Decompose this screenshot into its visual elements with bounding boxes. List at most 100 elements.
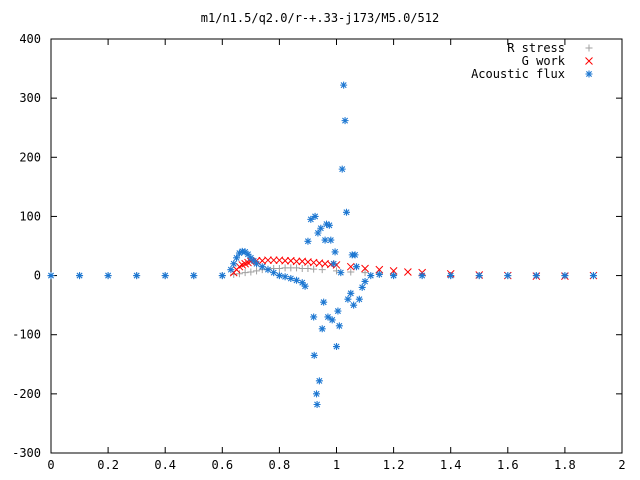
data-point — [585, 70, 593, 78]
data-point — [287, 275, 295, 283]
data-point — [258, 263, 266, 271]
data-point — [347, 268, 355, 276]
data-point — [253, 267, 261, 275]
data-point — [298, 279, 306, 287]
data-point — [323, 220, 331, 228]
data-point — [269, 256, 278, 265]
data-point — [315, 377, 323, 385]
data-point — [304, 264, 312, 272]
data-point — [310, 265, 318, 273]
data-point — [281, 273, 289, 281]
data-point — [331, 248, 339, 256]
data-point — [247, 268, 255, 276]
data-point — [235, 270, 243, 278]
data-point — [589, 272, 597, 280]
data-point — [311, 212, 319, 220]
data-point — [342, 208, 350, 216]
data-point — [585, 44, 593, 52]
x-tick-label: 0.6 — [211, 458, 233, 472]
data-point — [275, 272, 283, 280]
series-acoustic-flux — [47, 81, 597, 409]
data-point — [104, 272, 112, 280]
data-point — [561, 272, 569, 280]
data-point — [264, 266, 272, 274]
data-point — [133, 272, 141, 280]
legend-label: R stress — [507, 41, 565, 55]
data-point — [250, 257, 258, 265]
data-point — [275, 264, 283, 272]
data-point — [390, 272, 398, 280]
data-point — [241, 269, 249, 277]
data-point — [352, 263, 360, 271]
data-point — [355, 295, 363, 303]
chart-title: m1/n1.5/q2.0/r-+.33-j173/M5.0/512 — [201, 11, 439, 25]
y-tick-label: 100 — [19, 209, 41, 223]
data-point — [238, 261, 247, 269]
data-point — [358, 283, 366, 291]
x-tick-label: 1.6 — [497, 458, 519, 472]
y-tick-label: -200 — [12, 387, 41, 401]
x-tick-label: 0.2 — [97, 458, 119, 472]
data-point — [335, 322, 343, 330]
data-point — [253, 260, 261, 268]
data-point — [340, 81, 348, 89]
data-point — [361, 269, 369, 277]
data-point — [351, 251, 359, 259]
axis-ticks: 0 0.2 0.4 0.6 0.8 1 1.2 1.4 1.6 1.8 2 -300 -200 -100 0… — [12, 32, 626, 472]
data-point — [324, 313, 332, 321]
data-point — [338, 165, 346, 173]
data-point — [367, 272, 375, 280]
data-point — [334, 307, 342, 315]
data-point — [218, 272, 226, 280]
x-tick-label: 0.4 — [154, 458, 176, 472]
data-point — [330, 260, 338, 268]
data-point — [327, 236, 335, 244]
data-point — [317, 224, 325, 232]
data-point — [585, 57, 593, 65]
data-point — [76, 272, 84, 280]
y-tick-label: -100 — [12, 328, 41, 342]
data-point — [230, 260, 238, 268]
data-point — [447, 272, 455, 280]
data-point — [337, 269, 345, 277]
data-point — [304, 237, 312, 245]
data-point — [310, 351, 318, 359]
data-point — [190, 272, 198, 280]
x-tick-label: 1.2 — [383, 458, 405, 472]
data-point — [264, 256, 272, 265]
plot-frame — [50, 38, 623, 454]
data-point — [344, 295, 352, 303]
data-point — [320, 298, 328, 306]
legend-marker — [585, 44, 593, 52]
legend-label: Acoustic flux — [471, 67, 565, 81]
data-point — [270, 269, 278, 277]
data-point — [293, 276, 301, 284]
data-point — [341, 117, 349, 125]
y-tick-label: -300 — [12, 446, 41, 460]
data-point — [318, 266, 326, 274]
data-point — [325, 221, 333, 229]
data-point — [293, 264, 301, 272]
data-point — [233, 254, 241, 262]
series-layer — [47, 81, 598, 409]
data-point — [333, 343, 340, 351]
data-point — [47, 272, 55, 280]
data-point — [532, 272, 540, 280]
data-point — [247, 254, 255, 262]
data-point — [318, 325, 326, 333]
data-point — [292, 257, 301, 266]
data-point — [321, 236, 329, 244]
y-tick-label: 400 — [19, 32, 41, 46]
data-point — [328, 316, 336, 324]
data-point — [504, 272, 512, 280]
data-point — [313, 390, 321, 398]
data-point — [375, 270, 383, 278]
x-tick-label: 1.4 — [440, 458, 462, 472]
data-point — [307, 215, 315, 223]
data-point — [227, 266, 235, 274]
data-point — [404, 268, 412, 276]
y-tick-label: 300 — [19, 91, 41, 105]
data-point — [235, 249, 243, 257]
data-point — [350, 301, 358, 309]
data-point — [361, 264, 369, 273]
